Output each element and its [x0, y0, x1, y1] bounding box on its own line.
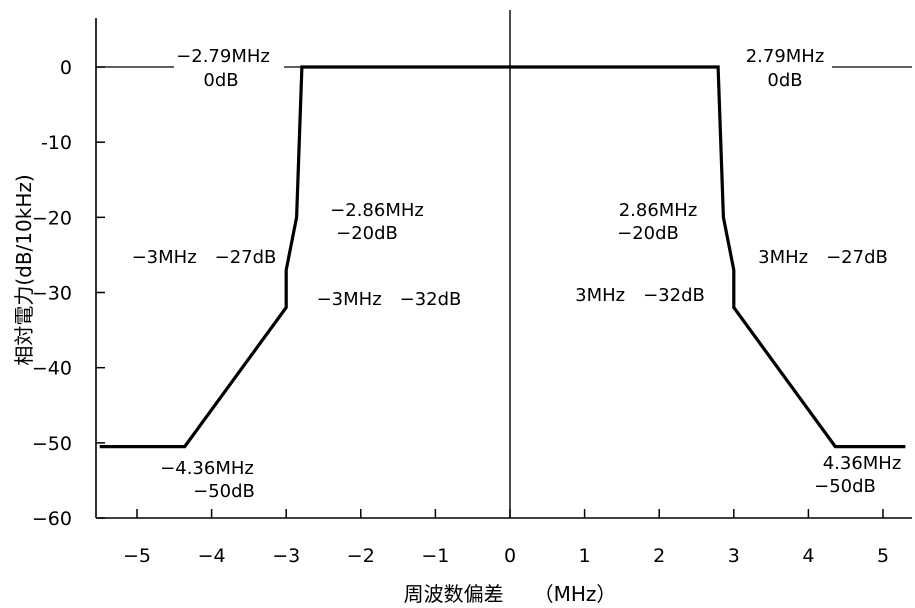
annotation-label: 0dB: [767, 70, 802, 91]
annotation-label: −20dB: [617, 223, 679, 244]
annotation-label: −50dB: [193, 481, 255, 502]
annotation-label: 2.79MHz: [746, 46, 825, 67]
x-tick-label: −2: [347, 545, 375, 567]
y-tick-label: −30: [32, 283, 72, 305]
spectrum-mask-line: [99, 65, 906, 449]
x-tick-label: −4: [198, 545, 226, 567]
annotation-label: 3MHz −27dB: [758, 247, 888, 268]
annotation-label: −50dB: [814, 476, 876, 497]
x-tick-label: −3: [272, 545, 300, 567]
y-tick-label: −60: [32, 508, 72, 530]
x-axis-title: 周波数偏差 （MHz）: [404, 582, 617, 606]
annotations-group: −2.79MHz0dB2.79MHz0dB−2.86MHz−20dB2.86MH…: [132, 46, 902, 502]
x-tick-label: 0: [504, 545, 516, 567]
ticks: −5 −4 −3 −2 −1 0 1 2 3 4 5 0 -10 −20 −30 −40 −50 −60: [32, 57, 889, 567]
x-tick-label: 2: [653, 545, 665, 567]
annotation-label: 4.36MHz: [823, 453, 902, 474]
x-tick-label: −5: [123, 545, 151, 567]
x-tick-label: −1: [421, 545, 449, 567]
annotation-label: 3MHz −32dB: [575, 285, 705, 306]
annotation-label: −4.36MHz: [160, 458, 254, 479]
annotation-label: −3MHz −27dB: [132, 247, 277, 268]
series-group: [99, 65, 906, 449]
x-tick-label: 5: [877, 545, 889, 567]
y-tick-label: −20: [32, 207, 72, 229]
y-axis-title: 相対電力(dB/10kHz): [12, 174, 36, 365]
annotation-label: −2.79MHz: [176, 46, 270, 67]
x-tick-label: 4: [802, 545, 814, 567]
y-tick-label: −40: [32, 358, 72, 380]
y-tick-label: 0: [60, 57, 72, 79]
x-tick-label: 1: [579, 545, 591, 567]
annotation-label: −20dB: [336, 223, 398, 244]
annotation-label: 2.86MHz: [619, 200, 698, 221]
y-tick-label: −50: [32, 433, 72, 455]
y-tick-label: -10: [41, 132, 72, 154]
x-tick-label: 3: [728, 545, 740, 567]
annotation-label: 0dB: [203, 70, 238, 91]
annotation-label: −3MHz −32dB: [317, 289, 462, 310]
annotation-label: −2.86MHz: [330, 200, 424, 221]
axes: [95, 10, 912, 519]
